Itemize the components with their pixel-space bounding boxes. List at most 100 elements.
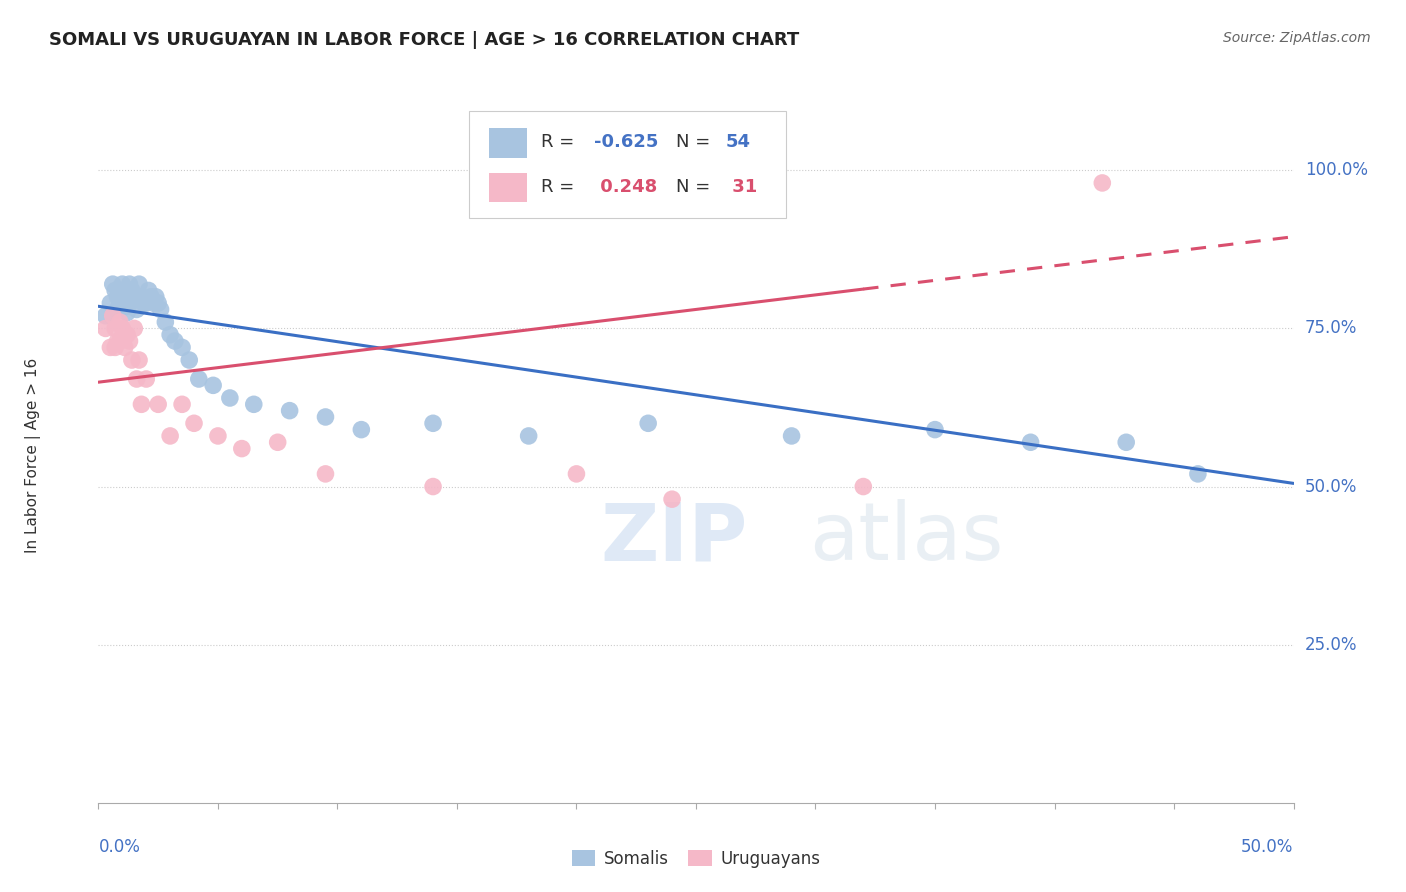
Text: N =: N = bbox=[676, 133, 716, 152]
Point bbox=[114, 290, 136, 304]
Text: 0.248: 0.248 bbox=[595, 178, 658, 195]
Point bbox=[131, 290, 153, 304]
Point bbox=[661, 492, 683, 507]
Point bbox=[104, 284, 127, 298]
Point bbox=[278, 403, 301, 417]
Point bbox=[124, 290, 146, 304]
Point bbox=[924, 423, 946, 437]
Point bbox=[422, 479, 444, 493]
Legend: Somalis, Uruguayans: Somalis, Uruguayans bbox=[565, 843, 827, 874]
Text: -0.625: -0.625 bbox=[595, 133, 659, 152]
Point bbox=[104, 340, 127, 354]
Point bbox=[108, 299, 131, 313]
Point bbox=[128, 290, 150, 304]
Point bbox=[1115, 435, 1137, 450]
Point bbox=[1019, 435, 1042, 450]
Point bbox=[108, 290, 131, 304]
Point bbox=[243, 397, 266, 411]
Point bbox=[219, 391, 242, 405]
Point bbox=[111, 293, 134, 307]
Point bbox=[128, 353, 150, 368]
Point bbox=[172, 340, 194, 354]
Point bbox=[135, 372, 157, 386]
Point bbox=[118, 290, 141, 304]
Point bbox=[101, 277, 124, 292]
Point bbox=[94, 309, 117, 323]
Text: Source: ZipAtlas.com: Source: ZipAtlas.com bbox=[1223, 31, 1371, 45]
Point bbox=[115, 305, 138, 319]
Text: 75.0%: 75.0% bbox=[1305, 319, 1357, 337]
Point bbox=[1187, 467, 1209, 481]
Point bbox=[124, 293, 146, 307]
Point bbox=[139, 290, 162, 304]
Point bbox=[565, 467, 588, 481]
Point bbox=[118, 277, 141, 292]
Point bbox=[135, 296, 157, 310]
Text: 50.0%: 50.0% bbox=[1305, 477, 1357, 496]
Text: N =: N = bbox=[676, 178, 716, 195]
Text: SOMALI VS URUGUAYAN IN LABOR FORCE | AGE > 16 CORRELATION CHART: SOMALI VS URUGUAYAN IN LABOR FORCE | AGE… bbox=[49, 31, 800, 49]
Point bbox=[125, 290, 148, 304]
Point bbox=[94, 321, 117, 335]
Point bbox=[114, 340, 136, 354]
Point bbox=[115, 327, 138, 342]
Point bbox=[138, 284, 160, 298]
Point bbox=[172, 397, 194, 411]
Point bbox=[121, 284, 143, 298]
Point bbox=[121, 353, 143, 368]
Point bbox=[98, 296, 122, 310]
Point bbox=[202, 378, 225, 392]
Point bbox=[111, 321, 134, 335]
Point bbox=[115, 299, 138, 313]
Point bbox=[267, 435, 290, 450]
Point bbox=[637, 417, 659, 431]
Point bbox=[107, 334, 129, 348]
Point bbox=[104, 321, 127, 335]
Point bbox=[155, 315, 177, 329]
Point bbox=[350, 423, 373, 437]
Point bbox=[111, 277, 134, 292]
Point bbox=[148, 296, 170, 310]
Text: R =: R = bbox=[540, 178, 579, 195]
Point bbox=[148, 397, 170, 411]
Text: 31: 31 bbox=[725, 178, 756, 195]
Text: 25.0%: 25.0% bbox=[1305, 636, 1357, 654]
Point bbox=[159, 429, 181, 443]
Point bbox=[231, 442, 253, 456]
Point bbox=[101, 309, 124, 323]
Point bbox=[108, 334, 131, 348]
Text: 54: 54 bbox=[725, 133, 751, 152]
Text: ZIP: ZIP bbox=[600, 500, 748, 577]
FancyBboxPatch shape bbox=[489, 173, 527, 202]
Point bbox=[149, 302, 172, 317]
Point bbox=[517, 429, 540, 443]
Point bbox=[187, 372, 209, 386]
Point bbox=[159, 327, 181, 342]
Text: atlas: atlas bbox=[810, 500, 1004, 577]
Text: R =: R = bbox=[540, 133, 579, 152]
FancyBboxPatch shape bbox=[489, 128, 527, 158]
Point bbox=[145, 290, 167, 304]
Point bbox=[131, 397, 153, 411]
Point bbox=[207, 429, 229, 443]
Point bbox=[132, 296, 155, 310]
Point bbox=[124, 321, 146, 335]
Point bbox=[98, 340, 122, 354]
Text: 100.0%: 100.0% bbox=[1305, 161, 1368, 179]
Point bbox=[108, 315, 131, 329]
Point bbox=[142, 296, 165, 310]
Point bbox=[128, 277, 150, 292]
Point bbox=[315, 467, 337, 481]
Point bbox=[422, 417, 444, 431]
Point bbox=[115, 290, 138, 304]
Point bbox=[1091, 176, 1114, 190]
Text: 50.0%: 50.0% bbox=[1241, 838, 1294, 855]
Point bbox=[107, 302, 129, 317]
Point bbox=[315, 409, 337, 424]
Text: 0.0%: 0.0% bbox=[98, 838, 141, 855]
Point bbox=[125, 372, 148, 386]
Point bbox=[107, 290, 129, 304]
Text: In Labor Force | Age > 16: In Labor Force | Age > 16 bbox=[25, 358, 41, 552]
Point bbox=[179, 353, 201, 368]
Point bbox=[183, 417, 205, 431]
